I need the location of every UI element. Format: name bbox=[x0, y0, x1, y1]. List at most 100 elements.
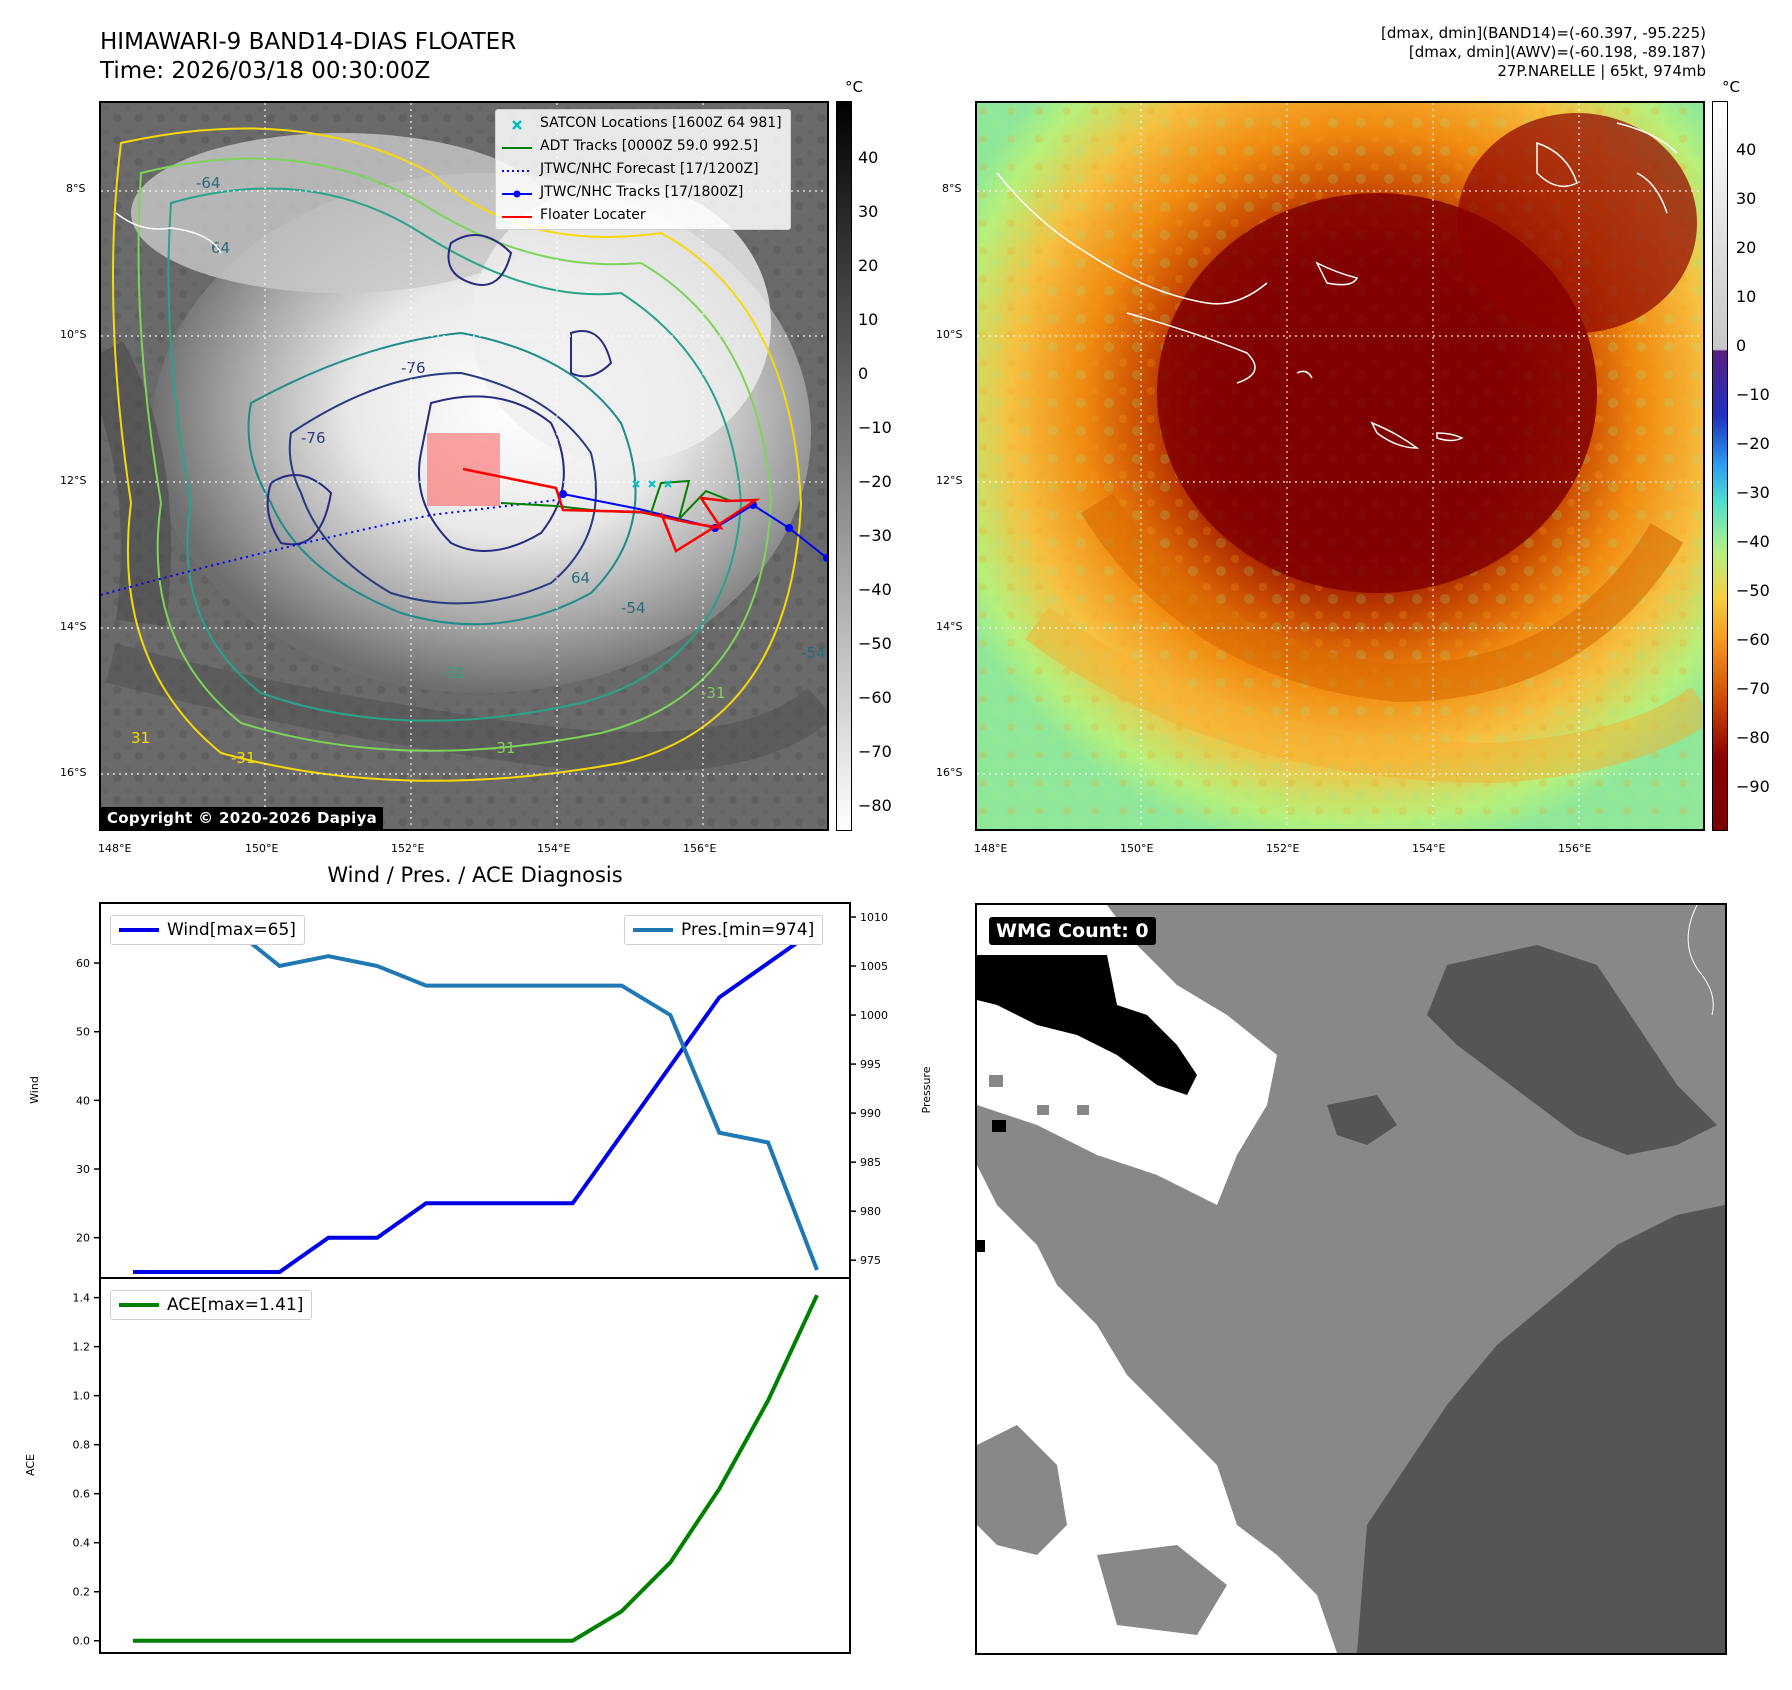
diagnosis-title: Wind / Pres. / ACE Diagnosis bbox=[327, 863, 623, 887]
colorbar-unit: °C bbox=[845, 78, 863, 96]
colorbar-tick: 20 bbox=[858, 256, 879, 275]
pressure-legend: Pres.[min=974] bbox=[624, 915, 824, 945]
axis-tick-label: 1000 bbox=[860, 1009, 888, 1022]
pressure-series-line bbox=[133, 924, 819, 1271]
ace-series-line bbox=[133, 1294, 819, 1643]
lat-tick: 16°S bbox=[936, 766, 963, 779]
storm-info: 27P.NARELLE | 65kt, 974mb bbox=[1497, 62, 1706, 80]
legend-floater: Floater Locater bbox=[502, 204, 782, 227]
axis-tick-label: 0.4 bbox=[73, 1537, 91, 1550]
legend-jtwc-tracks: JTWC/NHC Tracks [17/1800Z] bbox=[502, 181, 782, 204]
solid-line-icon bbox=[502, 209, 532, 223]
legend-satcon: SATCON Locations [1600Z 64 981] bbox=[502, 112, 782, 135]
ace-legend: ACE[max=1.41] bbox=[110, 1290, 313, 1320]
lon-tick: 154°E bbox=[1412, 842, 1446, 855]
contour-label: 64 bbox=[571, 569, 590, 587]
lat-tick: 16°S bbox=[60, 766, 87, 779]
awv-range: [dmax, dmin](AWV)=(-60.198, -89.187) bbox=[1408, 43, 1706, 61]
band14-range: [dmax, dmin](BAND14)=(-60.397, -95.225) bbox=[1381, 24, 1706, 42]
lon-tick: 156°E bbox=[683, 842, 717, 855]
lon-tick: 154°E bbox=[537, 842, 571, 855]
colorbar-tick: −80 bbox=[858, 796, 892, 815]
colorbar-ticks-left: 40 30 20 10 0 −10 −20 −30 −40 −50 −60 −7… bbox=[858, 148, 898, 818]
contour-label: -76 bbox=[301, 429, 326, 447]
colorbar-tick: −20 bbox=[1736, 434, 1770, 453]
colorbar-tick: −30 bbox=[1736, 483, 1770, 502]
colorbar-tick: 20 bbox=[1736, 238, 1757, 257]
lon-tick: 148°E bbox=[98, 842, 132, 855]
lon-tick: 152°E bbox=[391, 842, 425, 855]
axis-tick-label: 0.6 bbox=[73, 1488, 91, 1501]
wind-legend: Wind[max=65] bbox=[110, 915, 305, 945]
colorbar-tick: 40 bbox=[1736, 140, 1757, 159]
contour-label: -31 bbox=[441, 664, 466, 682]
awv-colorbar bbox=[1712, 101, 1728, 831]
wmg-count-badge: WMG Count: 0 bbox=[989, 917, 1156, 945]
axis-tick-label: 0.2 bbox=[73, 1586, 91, 1599]
colorbar-tick: 10 bbox=[858, 310, 879, 329]
axis-tick-label: 60 bbox=[76, 957, 90, 970]
legend-forecast: JTWC/NHC Forecast [17/1200Z] bbox=[502, 158, 782, 181]
wmg-classification-map bbox=[977, 905, 1725, 1653]
figure-title: HIMAWARI-9 BAND14-DIAS FLOATER Time: 202… bbox=[100, 28, 516, 86]
lat-tick: 8°S bbox=[942, 182, 962, 195]
contour-label: -64 bbox=[196, 174, 221, 192]
contour-label: -76 bbox=[401, 359, 426, 377]
axis-tick-label: 985 bbox=[860, 1156, 881, 1169]
contour-label: -31 bbox=[491, 739, 516, 757]
lat-tick: 14°S bbox=[60, 620, 87, 633]
copyright-badge: Copyright © 2020-2026 Dapiya bbox=[101, 807, 384, 829]
solid-line-icon bbox=[502, 140, 532, 154]
colorbar-tick: 0 bbox=[1736, 336, 1747, 355]
legend-adt: ADT Tracks [0000Z 59.0 992.5] bbox=[502, 135, 782, 158]
track-legend: SATCON Locations [1600Z 64 981] ADT Trac… bbox=[495, 109, 791, 230]
colorbar-tick: −10 bbox=[858, 418, 892, 437]
colorbar-tick: −50 bbox=[858, 634, 892, 653]
colorbar-tick: −40 bbox=[1736, 532, 1770, 551]
axis-tick-label: 50 bbox=[76, 1026, 90, 1039]
contour-label: 31 bbox=[131, 729, 150, 747]
axis-tick-label: 1010 bbox=[860, 911, 888, 924]
colorbar-tick: 30 bbox=[1736, 189, 1757, 208]
axis-tick-label: 1005 bbox=[860, 960, 888, 973]
colorbar-tick: −70 bbox=[858, 742, 892, 761]
colorbar-tick: −90 bbox=[1736, 777, 1770, 796]
lat-tick: 10°S bbox=[936, 328, 963, 341]
colorbar-tick: −80 bbox=[1736, 728, 1770, 747]
title-line-1: HIMAWARI-9 BAND14-DIAS FLOATER bbox=[100, 29, 517, 55]
axis-tick-label: 0.8 bbox=[73, 1439, 91, 1452]
lon-tick: 150°E bbox=[245, 842, 279, 855]
colorbar-tick: −70 bbox=[1736, 679, 1770, 698]
lon-tick: 152°E bbox=[1266, 842, 1300, 855]
pressure-axis-label: Pressure bbox=[920, 1066, 933, 1113]
colorbar-tick: 10 bbox=[1736, 287, 1757, 306]
x-marker-icon bbox=[502, 117, 532, 131]
axis-tick-label: 1.0 bbox=[73, 1390, 91, 1403]
ace-axis-label: ACE bbox=[24, 1454, 37, 1476]
colorbar-tick: −30 bbox=[858, 526, 892, 545]
dotted-line-icon bbox=[502, 163, 532, 177]
grayscale-colorbar bbox=[836, 101, 852, 831]
diagnosis-chart: 20 30 40 50 60 975 980 985 990 995 1000 1005 1010 0… bbox=[24, 902, 933, 1654]
line-dot-icon bbox=[502, 186, 532, 200]
wmg-panel: WMG Count: 0 bbox=[975, 903, 1727, 1655]
colorbar-tick: 30 bbox=[858, 202, 879, 221]
colorbar-unit: °C bbox=[1722, 78, 1740, 96]
lon-tick: 156°E bbox=[1558, 842, 1592, 855]
contour-label: -31 bbox=[231, 749, 256, 767]
lon-tick: 150°E bbox=[1120, 842, 1154, 855]
axis-tick-label: 20 bbox=[76, 1232, 90, 1245]
colorbar-tick: −60 bbox=[1736, 630, 1770, 649]
contour-label: -31 bbox=[701, 684, 726, 702]
line-swatch-icon bbox=[119, 1303, 159, 1307]
axis-tick-label: 1.2 bbox=[73, 1341, 91, 1354]
lat-tick: 14°S bbox=[936, 620, 963, 633]
colorbar-ticks-right: 40 30 20 10 0 −10 −20 −30 −40 −50 −60 −7… bbox=[1736, 140, 1776, 820]
contour-label: 64 bbox=[211, 239, 230, 257]
axis-tick-label: 990 bbox=[860, 1107, 881, 1120]
title-line-2: Time: 2026/03/18 00:30:00Z bbox=[100, 58, 431, 84]
lat-tick: 8°S bbox=[66, 182, 86, 195]
colorbar-tick: 40 bbox=[858, 148, 879, 167]
colorbar-tick: −40 bbox=[858, 580, 892, 599]
axis-tick-label: 1.4 bbox=[73, 1292, 91, 1305]
